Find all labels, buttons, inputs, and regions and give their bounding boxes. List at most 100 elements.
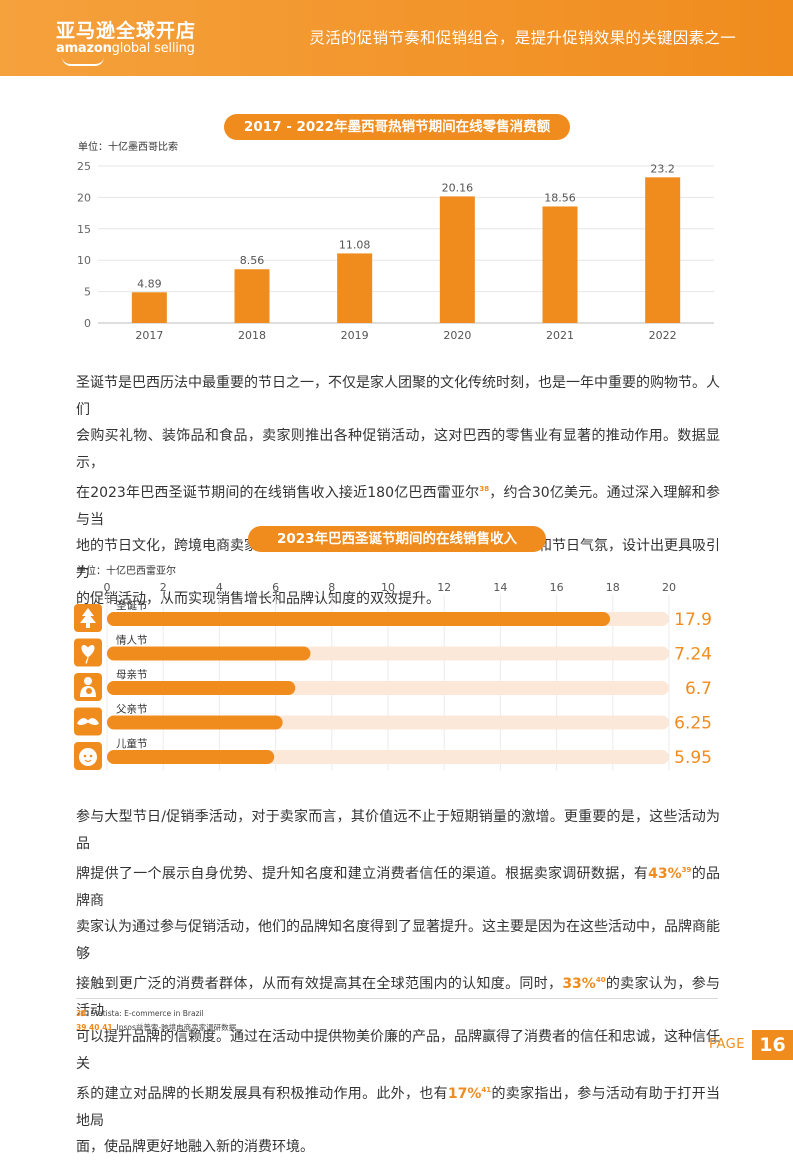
footnote-ref-39[interactable]: 39 xyxy=(681,866,692,874)
x-tick-label: 18 xyxy=(606,581,620,594)
footnote-number: 39 40 41 xyxy=(76,1023,113,1032)
x-tick-label: 2022 xyxy=(649,329,677,342)
tree-shape xyxy=(82,608,94,616)
x-tick-label: 2017 xyxy=(135,329,163,342)
bar xyxy=(131,292,167,323)
x-tick-label: 10 xyxy=(381,581,395,594)
para2-text: 接触到更广泛的消费者群体，从而有效提高其在全球范围内的认知度。同时， xyxy=(76,976,563,992)
x-tick-label: 16 xyxy=(550,581,564,594)
bar xyxy=(107,750,275,764)
chart1-title: 2017 - 2022年墨西哥热销节期间在线零售消费额 xyxy=(224,114,570,140)
y-tick-label: 0 xyxy=(84,317,91,330)
para2-text: 的品牌商 xyxy=(76,866,721,909)
online-retail-bar-chart: 0 5 10 15 20 25 4.89 2017 8.56 2018 11.08 2019 20.16… xyxy=(77,160,714,342)
bar xyxy=(439,196,475,323)
category-label: 父亲节 xyxy=(116,703,148,716)
chart1-unit: 单位：十亿墨西哥比索 xyxy=(78,142,178,153)
bar xyxy=(107,715,283,730)
x-tick-label: 2021 xyxy=(546,329,574,342)
footnote-text: Ipsos益普索-跨境电商卖家调研数据 xyxy=(116,1023,237,1032)
bar xyxy=(542,206,578,323)
bar xyxy=(107,681,296,695)
bar-value-label: 20.16 xyxy=(442,181,474,194)
x-tick-label: 0 xyxy=(104,581,111,594)
balloon-string xyxy=(85,657,89,664)
category-label: 儿童节 xyxy=(116,737,148,750)
para1-text: ，约合30亿美元。通过深入理解和参与当 xyxy=(76,485,720,528)
footnote-38: 38 Statista: E-commerce in Brazil xyxy=(76,1009,204,1018)
bar-value-label: 6.7 xyxy=(685,679,712,699)
mother-head xyxy=(84,677,92,685)
heart-shape xyxy=(81,644,95,658)
page-number: 16 xyxy=(752,1030,793,1060)
brand-logo: amazonglobal selling xyxy=(56,41,195,56)
mother-child-icon xyxy=(74,673,102,701)
footnote-ref-38[interactable]: 38 xyxy=(479,485,490,493)
para2-line: 参与大型节日/促销季活动，对于卖家而言，其价值远不止于短期销量的激增。更重要的是… xyxy=(76,809,720,852)
footnote-39-41: 39 40 41 Ipsos益普索-跨境电商卖家调研数据 xyxy=(76,1022,236,1033)
paragraph-brand-benefits: 参与大型节日/促销季活动，对于卖家而言，其价值远不止于短期销量的激增。更重要的是… xyxy=(76,804,720,1161)
footnote-ref-40[interactable]: 40 xyxy=(595,976,606,984)
para2-line: 牌提供了一个展示自身优势、提升知名度和建立消费者信任的渠道。根据卖家调研数据，有… xyxy=(76,857,720,914)
para2-line: 接触到更广泛的消费者群体，从而有效提高其在全球范围内的认知度。同时，33%40的… xyxy=(76,967,720,1024)
para2-line: 卖家认为通过参与促销活动，他们的品牌知名度得到了显著提升。这主要是因为在这些活动… xyxy=(76,919,720,962)
face-smile xyxy=(84,759,92,763)
x-tick-label: 20 xyxy=(662,581,676,594)
footnote-divider xyxy=(76,998,718,999)
bar-value-label: 6.25 xyxy=(674,714,712,734)
bar-value-label: 11.08 xyxy=(339,238,371,251)
y-tick-label: 20 xyxy=(77,191,91,204)
face-shape xyxy=(79,748,97,766)
christmas-sales-hbar-chart: 0 2 4 6 8 10 12 14 16 18 20 圣诞节 17.9 情人节 7.24 母亲节 6.7 父亲节… xyxy=(74,581,712,771)
x-tick-label: 14 xyxy=(493,581,507,594)
stat-17-percent: 17% xyxy=(447,1086,482,1102)
stat-33-percent: 33% xyxy=(562,976,596,992)
header-title: 灵活的促销节奏和促销组合，是提升促销效果的关键因素之一 xyxy=(309,29,736,47)
stat-43-percent: 43% xyxy=(648,866,682,882)
face-eye xyxy=(89,754,93,758)
bar-value-label: 7.24 xyxy=(674,645,712,665)
amazon-smile-icon xyxy=(62,57,104,66)
bar xyxy=(107,646,311,661)
footnote-number: 38 xyxy=(76,1009,87,1018)
mustache-shape xyxy=(77,718,99,726)
bar xyxy=(234,269,270,323)
category-label: 情人节 xyxy=(116,634,148,647)
chart2-title: 2023年巴西圣诞节期间的在线销售收入 xyxy=(248,526,546,552)
para1-line: 圣诞节是巴西历法中最重要的节日之一，不仅是家人团聚的文化传统时刻，也是一年中重要… xyxy=(76,375,720,418)
tree-icon xyxy=(74,604,102,632)
footnote-ref-41[interactable]: 41 xyxy=(481,1086,492,1094)
bar-value-label: 17.9 xyxy=(674,610,712,630)
x-tick-label: 12 xyxy=(437,581,451,594)
y-tick-label: 10 xyxy=(77,254,91,267)
y-tick-label: 15 xyxy=(77,223,91,236)
x-tick-label: 2 xyxy=(160,581,167,594)
bar xyxy=(645,177,681,323)
bar xyxy=(107,612,610,626)
tree-shape xyxy=(80,613,96,623)
bar-value-label: 18.56 xyxy=(544,191,576,204)
child-face-icon xyxy=(74,742,102,770)
x-tick-label: 2018 xyxy=(238,329,266,342)
tree-trunk xyxy=(86,623,90,628)
x-tick-label: 2019 xyxy=(341,329,369,342)
brand-logo-amazon: amazon xyxy=(56,41,112,56)
para2-text: 系的建立对品牌的长期发展具有积极推动作用。此外，也有 xyxy=(76,1086,448,1102)
para1-text: 在2023年巴西圣诞节期间的在线销售收入接近180亿巴西雷亚尔 xyxy=(76,485,480,501)
para2-text: 牌提供了一个展示自身优势、提升知名度和建立消费者信任的渠道。根据卖家调研数据，有 xyxy=(76,866,649,882)
x-tick-label: 6 xyxy=(272,581,279,594)
brand-name-cn: 亚马逊全球开店 xyxy=(56,20,197,42)
para2-line: 系的建立对品牌的长期发展具有积极推动作用。此外，也有17%41的卖家指出，参与活… xyxy=(76,1077,720,1134)
bar-value-label: 8.56 xyxy=(240,254,265,267)
bar-value-label: 4.89 xyxy=(137,277,162,290)
page-header: 亚马逊全球开店 amazonglobal selling 灵活的促销节奏和促销组… xyxy=(0,0,793,76)
x-tick-label: 8 xyxy=(328,581,335,594)
para2-line: 可以提升品牌的信赖度。通过在活动中提供物美价廉的产品，品牌赢得了消费者的信任和忠… xyxy=(76,1029,720,1072)
x-tick-label: 4 xyxy=(216,581,223,594)
bar-value-label: 5.95 xyxy=(674,748,712,768)
para1-line: 会购买礼物、装饰品和食品，卖家则推出各种促销活动，这对巴西的零售业有显著的推动作… xyxy=(76,428,720,471)
category-label: 圣诞节 xyxy=(116,599,148,612)
heart-balloon-icon xyxy=(74,638,102,667)
x-tick-label: 2020 xyxy=(443,329,471,342)
mustache-icon xyxy=(74,707,102,736)
